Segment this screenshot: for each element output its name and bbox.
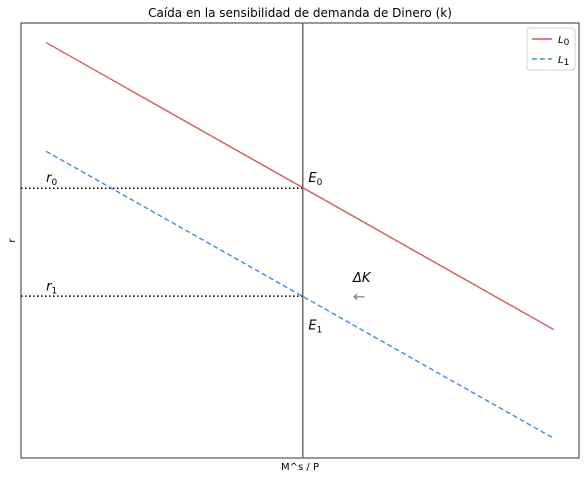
- series-line-L1: [45, 150, 555, 440]
- chart-title: Caída en la sensibilidad de demanda de D…: [148, 6, 452, 20]
- annotation-E1: E1: [308, 319, 322, 336]
- annotation-E0: E0: [308, 171, 322, 188]
- series-group: [45, 41, 555, 440]
- left-arrow-icon: ←: [353, 287, 366, 305]
- y-axis-label: r: [7, 238, 18, 243]
- annotation-r1: r1: [46, 280, 57, 297]
- legend-label-L1: L1: [558, 55, 569, 68]
- plot-frame: [20, 22, 580, 459]
- legend-label-L0: L0: [558, 35, 570, 48]
- annotation-dK: ΔK: [352, 271, 372, 286]
- x-axis-label: M^s / P: [281, 462, 319, 473]
- reference-hlines: [21, 187, 303, 297]
- annotation-r0: r0: [46, 171, 57, 188]
- series-line-L0: [45, 41, 555, 331]
- legend: L0 L1: [526, 27, 576, 71]
- annotations-group: r0 r1 E0 E1 ΔK←: [46, 171, 372, 336]
